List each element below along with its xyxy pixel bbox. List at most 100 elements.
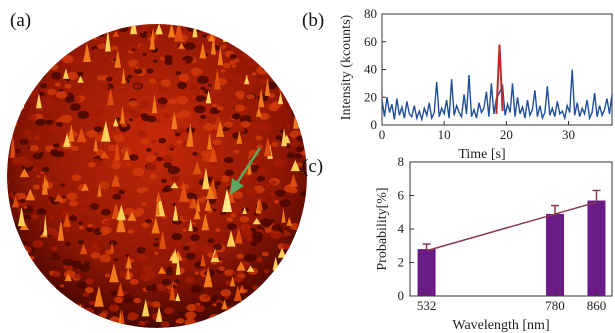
surface-blob [141, 202, 147, 206]
surface-blob [200, 114, 207, 120]
trace-series-line [381, 69, 613, 123]
surface-blob [56, 117, 65, 124]
surface-blob [21, 35, 26, 40]
surface-blob [223, 121, 233, 128]
surface-spike [123, 149, 131, 160]
surface-blob [196, 194, 203, 199]
surface-blob [200, 86, 206, 91]
surface-spike [92, 24, 97, 40]
surface-blob [233, 149, 240, 154]
surface-spike [170, 182, 179, 189]
surface-blob [14, 44, 24, 52]
surface-blob [251, 72, 257, 76]
surface-blob [169, 147, 174, 151]
surface-blob [37, 69, 43, 73]
surface-blob [241, 306, 247, 311]
surface-spike [218, 24, 223, 38]
surface-blob [185, 311, 197, 320]
y-tick-label: 0 [371, 117, 378, 132]
surface-spike [41, 280, 51, 300]
surface-blob [286, 152, 296, 159]
surface-blob [124, 253, 130, 257]
y-axis-label: Probability[%] [375, 187, 390, 270]
surface-blob [9, 90, 17, 96]
surface-blob [247, 155, 252, 159]
surface-blob [60, 157, 69, 164]
surface-blob [245, 321, 254, 328]
surface-spike [100, 320, 107, 328]
surface-spike [255, 106, 262, 117]
surface-spike [34, 61, 41, 70]
surface-blob [73, 303, 85, 311]
surface-blob [38, 291, 49, 298]
surface-blob [64, 227, 71, 232]
surface-blob [70, 260, 82, 269]
surface-blob [145, 285, 154, 292]
trace-chart: 0 20 40 60 80 0 10 20 30 Time [s] Intensity (kcoun… [339, 6, 613, 162]
surface-blob [274, 189, 286, 197]
surface-blob [125, 107, 133, 113]
surface-blob [260, 218, 272, 227]
surface-blob [62, 30, 71, 36]
surface-blob [216, 176, 223, 182]
surface-blob [281, 267, 287, 272]
surface-blob [194, 305, 205, 313]
surface-blob [271, 141, 279, 147]
surface-blob [142, 52, 147, 56]
surface-blob [39, 151, 44, 156]
surface-blob [291, 39, 296, 43]
surface-blob [279, 199, 291, 208]
surface-blob [233, 313, 243, 320]
surface-blob [94, 37, 105, 45]
surface-blob [41, 49, 46, 53]
surface-blob [257, 225, 262, 229]
surface-blob [229, 54, 237, 59]
surface-blob [138, 28, 145, 33]
surface-spike [286, 217, 293, 226]
surface-blob [236, 127, 245, 134]
surface-spike [10, 133, 16, 156]
surface-blob [154, 152, 159, 156]
surface-spike [141, 298, 150, 317]
surface-blob [21, 159, 33, 168]
surface-blob [118, 189, 125, 195]
fit-line [426, 201, 597, 252]
surface-blob [279, 129, 285, 134]
surface-spike [193, 208, 201, 220]
surface-blob [17, 262, 26, 269]
surface-spike [216, 120, 225, 137]
surface-blob [224, 156, 234, 164]
surface-spike [214, 67, 221, 90]
surface-blob [267, 56, 274, 62]
surface-blob [264, 183, 271, 188]
surface-blob [127, 312, 139, 320]
surface-blob [162, 154, 174, 163]
surface-blob [19, 260, 26, 265]
surface-blob [17, 92, 23, 97]
surface-blob [140, 100, 151, 108]
surface-spike [25, 188, 36, 201]
surface-blob [46, 324, 53, 328]
panel-c-label: (c) [302, 156, 323, 177]
surface-blob [262, 33, 273, 42]
surface-blob [39, 43, 52, 52]
surface-blob [137, 130, 148, 138]
surface-blob [20, 246, 32, 255]
surface-blob [271, 292, 278, 298]
surface-blob [268, 34, 278, 41]
surface-blob [298, 123, 305, 128]
surface-spike [202, 167, 210, 190]
surface-blob [271, 224, 283, 232]
surface-blob [39, 209, 45, 214]
surface-spike [155, 24, 163, 35]
surface-spike [290, 160, 300, 172]
surface-blob [200, 150, 210, 157]
surface-blob [227, 314, 240, 323]
surface-blob [283, 284, 296, 293]
surface-spike [60, 29, 67, 50]
surface-spike [155, 306, 163, 322]
surface-spike [236, 130, 243, 144]
surface-blob [19, 198, 26, 204]
surface-spike [205, 185, 216, 199]
surface-blob [216, 302, 223, 307]
